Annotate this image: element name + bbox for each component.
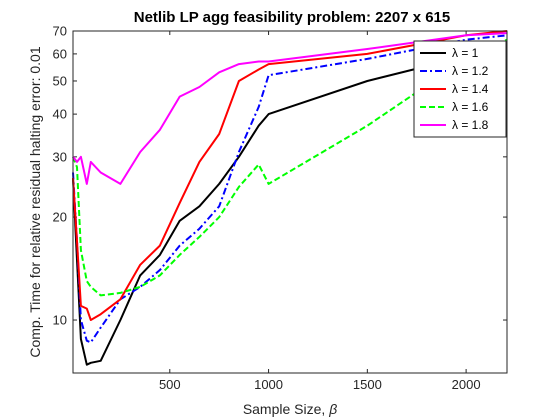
y-axis-label: Comp. Time for relative residual halting… [27, 46, 43, 357]
legend-label-4: λ = 1.6 [452, 100, 489, 114]
series-line-5 [72, 32, 508, 185]
legend: λ = 1 λ = 1.2 λ = 1.4 λ = 1.6 λ = 1.8 [413, 40, 507, 138]
series-line-3 [72, 30, 508, 321]
y-tick-label: 10 [53, 313, 67, 328]
series-line-2 [72, 34, 508, 344]
x-tick-label: 500 [159, 377, 181, 392]
y-tick-label: 50 [53, 73, 67, 88]
series-lines [72, 30, 508, 366]
chart-title: Netlib LP agg feasibility problem: 2207 … [134, 9, 451, 26]
y-tick-label: 60 [53, 46, 67, 61]
legend-label-2: λ = 1.2 [452, 64, 489, 78]
legend-label-5: λ = 1.8 [452, 118, 489, 132]
series-line-4 [72, 38, 508, 297]
x-tick-label: 1000 [254, 377, 283, 392]
y-tick-label: 20 [53, 210, 67, 225]
x-tick-label: 2000 [452, 377, 481, 392]
plot-frame [72, 30, 508, 374]
y-tick-label: 30 [53, 149, 67, 164]
x-tick-label: 1500 [353, 377, 382, 392]
y-tick-label: 70 [53, 24, 67, 39]
x-axis-label: Sample Size, β [243, 401, 337, 417]
legend-label-3: λ = 1.4 [452, 82, 489, 96]
legend-label-1: λ = 1 [452, 46, 479, 60]
tick-labels: 500 1000 1500 2000 10 20 30 40 50 60 70 [53, 24, 481, 393]
y-tick-label: 40 [53, 107, 67, 122]
series-line-1 [72, 48, 508, 366]
